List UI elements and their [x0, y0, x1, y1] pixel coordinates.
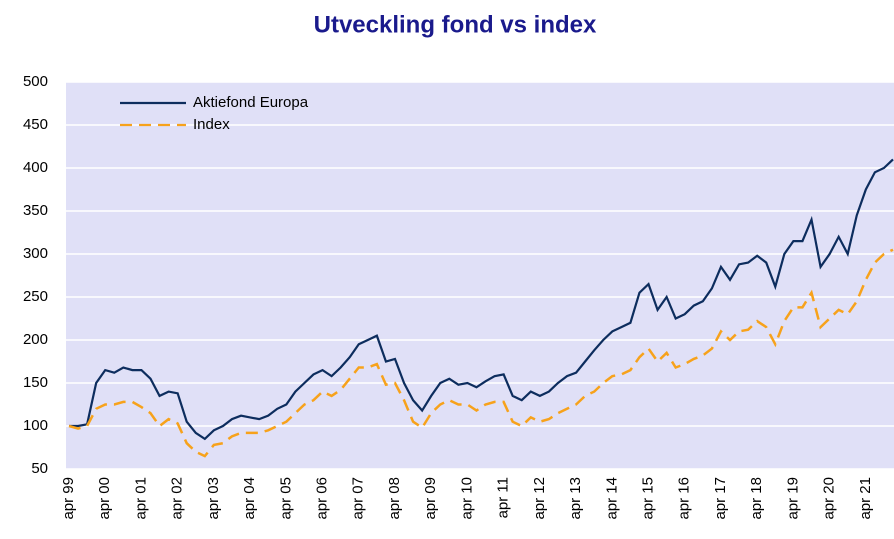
x-tick-label: apr 19	[784, 477, 801, 520]
x-tick-label: apr 01	[132, 477, 149, 520]
x-tick-label: apr 05	[277, 477, 294, 520]
x-tick-label: apr 04	[241, 477, 258, 520]
x-tick-label: apr 11	[495, 477, 512, 518]
y-tick-label: 50	[31, 460, 48, 477]
x-tick-label: apr 20	[821, 477, 838, 520]
series-line	[69, 158, 894, 441]
y-tick-label: 300	[23, 245, 48, 262]
y-tick-label: 500	[23, 73, 48, 90]
y-tick-label: 350	[23, 202, 48, 219]
x-tick-label: apr 00	[96, 477, 113, 520]
legend-label: Aktiefond Europa	[193, 94, 309, 111]
y-tick-label: 200	[23, 331, 48, 348]
x-tick-label: apr 09	[422, 477, 439, 520]
x-tick-label: apr 07	[350, 477, 367, 520]
x-tick-label: apr 16	[676, 477, 693, 520]
x-tick-label: apr 10	[458, 477, 475, 520]
x-tick-label: apr 12	[531, 477, 548, 520]
plot-area	[66, 82, 894, 469]
x-tick-label: apr 21	[857, 477, 874, 520]
y-tick-label: 400	[23, 159, 48, 176]
x-tick-label: apr 13	[567, 477, 584, 520]
legend-label: Index	[193, 116, 230, 133]
chart-title: Utveckling fond vs index	[314, 11, 597, 38]
x-tick-label: apr 18	[748, 477, 765, 520]
x-tick-label: apr 17	[712, 477, 729, 520]
series-line	[68, 248, 894, 458]
y-tick-label: 450	[23, 116, 48, 133]
x-tick-label: apr 02	[169, 477, 186, 520]
x-tick-label: apr 06	[314, 477, 331, 520]
x-tick-label: apr 99	[60, 477, 77, 520]
y-tick-label: 250	[23, 288, 48, 305]
x-tick-label: apr 03	[205, 477, 222, 520]
y-tick-label: 150	[23, 374, 48, 391]
x-tick-label: apr 14	[603, 477, 620, 520]
x-tick-label: apr 08	[386, 477, 403, 520]
y-tick-label: 100	[23, 417, 48, 434]
x-tick-label: apr 15	[639, 477, 656, 520]
